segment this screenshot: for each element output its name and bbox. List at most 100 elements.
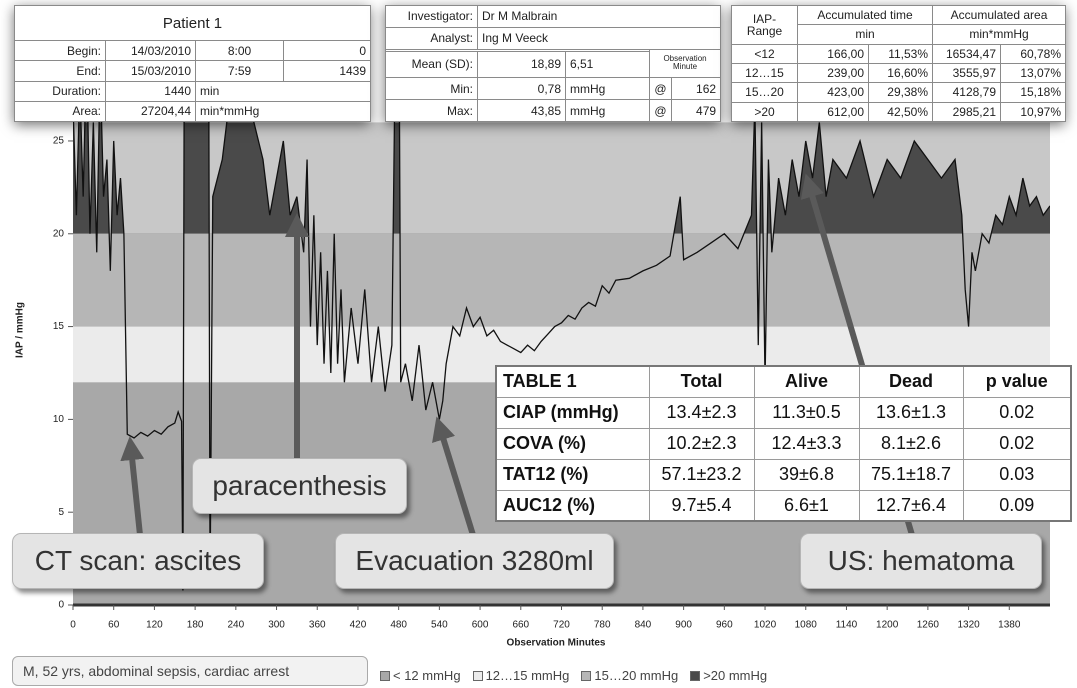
table-body: IAP-Range Accumulated time Accumulated are… xyxy=(731,4,1067,123)
cell: min*mmHg xyxy=(194,100,372,123)
x-tick-label: 420 xyxy=(350,620,367,631)
arrow xyxy=(432,416,476,536)
cell: 1440 xyxy=(105,80,196,102)
cell: End: xyxy=(14,60,106,82)
annotation: CT scan: ascites xyxy=(12,533,264,589)
y-tick-label: 15 xyxy=(53,321,65,332)
y-tick-label: 10 xyxy=(53,414,65,425)
cell: 8.1±2.6 xyxy=(858,427,964,460)
data-line xyxy=(73,122,1050,591)
cell: mmHg xyxy=(565,99,650,122)
cell: 16534,47 xyxy=(932,43,1001,64)
y-axis-title: IAP / mmHg xyxy=(15,302,26,358)
legend-item: >20 mmHg xyxy=(690,668,767,683)
header-cell: Alive xyxy=(753,365,860,398)
table-1: TABLE 1 Total Alive Dead p value CIAP (mmHg)… xyxy=(495,365,1072,522)
cell: 15…20 xyxy=(731,82,798,103)
x-tick-label: 1140 xyxy=(836,620,858,631)
row: Max: 43,85 mmHg @479 xyxy=(385,99,722,122)
cell: Dr M Malbrain xyxy=(476,5,722,28)
x-tick-label: 1320 xyxy=(957,620,980,631)
annotation: Evacuation 3280ml xyxy=(335,533,614,589)
row: Observation Minute xyxy=(385,48,722,79)
cell: 7:59 xyxy=(195,60,284,82)
row: min min*mmHg xyxy=(732,24,1067,45)
legend-swatch xyxy=(472,670,483,681)
row: IAP-Range Accumulated time Accumulated are… xyxy=(731,4,1067,45)
cell: <12 xyxy=(731,43,798,64)
x-tick-label: 960 xyxy=(716,620,733,631)
legend-swatch xyxy=(581,670,592,681)
cell: @ xyxy=(649,77,672,101)
cell: 423,00 xyxy=(797,82,869,103)
cell: CIAP (mmHg) xyxy=(495,396,650,429)
row: 15…20 423,00 29,38% 4128,79 15,18% xyxy=(731,82,1067,103)
legend-swatch xyxy=(380,670,390,681)
y-tick-label: 5 xyxy=(58,507,64,518)
row: TAT12 (%) 57.1±23.2 39±6.8 75.1±18.7 0.03 xyxy=(495,458,1072,491)
x-tick-label: 180 xyxy=(187,620,204,631)
table-body: Patient 1 Begin: 14/03/2010 8:00 0 End: 15/03… xyxy=(13,5,372,123)
cell: Begin: xyxy=(14,39,106,62)
header-cell: min*mmHg xyxy=(931,24,1067,45)
x-tick-label: 300 xyxy=(268,620,285,631)
cell: 11,53% xyxy=(868,43,933,64)
header-cell: IAP-Range xyxy=(731,5,798,45)
cell: min xyxy=(194,80,372,102)
x-tick-label: 720 xyxy=(553,620,570,631)
cell: 43,85 xyxy=(477,99,566,122)
legend-label: 12…15 mmHg xyxy=(485,668,570,683)
x-tick-label: 1380 xyxy=(998,620,1021,631)
cell: 6.6±1 xyxy=(753,489,860,522)
cell: 0.09 xyxy=(962,489,1072,522)
cell: @ xyxy=(649,99,672,122)
cell: 1439 xyxy=(282,60,372,82)
cell: Min: xyxy=(385,77,478,101)
row: COVA (%) 10.2±2.3 12.4±3.3 8.1±2.6 0.02 xyxy=(495,427,1072,460)
cell: 162 xyxy=(670,77,722,101)
header-cell: min xyxy=(797,24,933,45)
cell: 612,00 xyxy=(797,101,869,123)
cell: 13.4±2.3 xyxy=(648,396,755,429)
x-tick-label: 660 xyxy=(512,620,529,631)
table-title: Patient 1 xyxy=(13,5,372,41)
cell: 39±6.8 xyxy=(753,458,860,491)
row: TABLE 1 Total Alive Dead p value xyxy=(495,365,1072,398)
cell: 479 xyxy=(670,99,722,122)
patient-table: Patient 1 Begin: 14/03/2010 8:00 0 End: 15/03… xyxy=(13,5,372,123)
range-band xyxy=(73,233,1050,327)
cell: Max: xyxy=(385,99,478,122)
table: IAP-Range Accumulated time Accumulated are… xyxy=(731,4,1067,123)
table-title: TABLE 1 xyxy=(495,365,650,398)
legend-swatch xyxy=(690,670,701,681)
x-tick-label: 360 xyxy=(309,620,326,631)
x-tick-label: 600 xyxy=(472,620,489,631)
legend-label: < 12 mmHg xyxy=(393,668,461,683)
x-tick-label: 1200 xyxy=(876,620,899,631)
row: Patient 1 xyxy=(13,5,372,41)
header-cell: Dead xyxy=(858,365,964,398)
row: >20 612,00 42,50% 2985,21 10,97% xyxy=(731,101,1067,123)
above-threshold-area xyxy=(73,122,1050,234)
cell: Mean (SD): xyxy=(385,50,478,79)
x-tick-label: 1020 xyxy=(754,620,777,631)
investigator-table: Investigator: Dr M Malbrain Analyst: Ing M… xyxy=(385,5,722,122)
y-tick-label: 0 xyxy=(58,600,64,611)
row: Analyst: Ing M Veeck xyxy=(385,26,722,50)
legend-item: < 12 mmHg xyxy=(380,668,461,683)
table: TABLE 1 Total Alive Dead p value CIAP (mmHg)… xyxy=(495,365,1072,522)
header-cell: p value xyxy=(962,365,1072,398)
cell: 27204,44 xyxy=(105,100,196,123)
cell: 8:00 xyxy=(195,39,284,62)
table-body: Investigator: Dr M Malbrain Analyst: Ing M… xyxy=(385,5,722,122)
cell: 239,00 xyxy=(797,62,869,84)
cell: Investigator: xyxy=(385,5,478,28)
cell: COVA (%) xyxy=(495,427,650,460)
y-tick-label: 20 xyxy=(53,228,65,239)
row: Min: 0,78 mmHg @162 xyxy=(385,77,722,101)
row: Investigator: Dr M Malbrain xyxy=(385,5,722,28)
cell: 13.6±1.3 xyxy=(858,396,964,429)
x-tick-label: 480 xyxy=(390,620,407,631)
cell: 0 xyxy=(282,39,372,62)
